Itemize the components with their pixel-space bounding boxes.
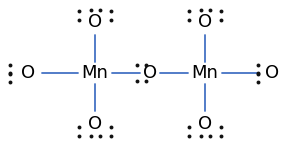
Text: O: O xyxy=(198,115,212,133)
Text: O: O xyxy=(265,64,279,82)
Text: O: O xyxy=(198,13,212,31)
Text: Mn: Mn xyxy=(82,64,108,82)
Text: O: O xyxy=(88,13,102,31)
Text: O: O xyxy=(88,115,102,133)
Text: O: O xyxy=(21,64,35,82)
Text: O: O xyxy=(143,64,157,82)
Text: Mn: Mn xyxy=(192,64,218,82)
